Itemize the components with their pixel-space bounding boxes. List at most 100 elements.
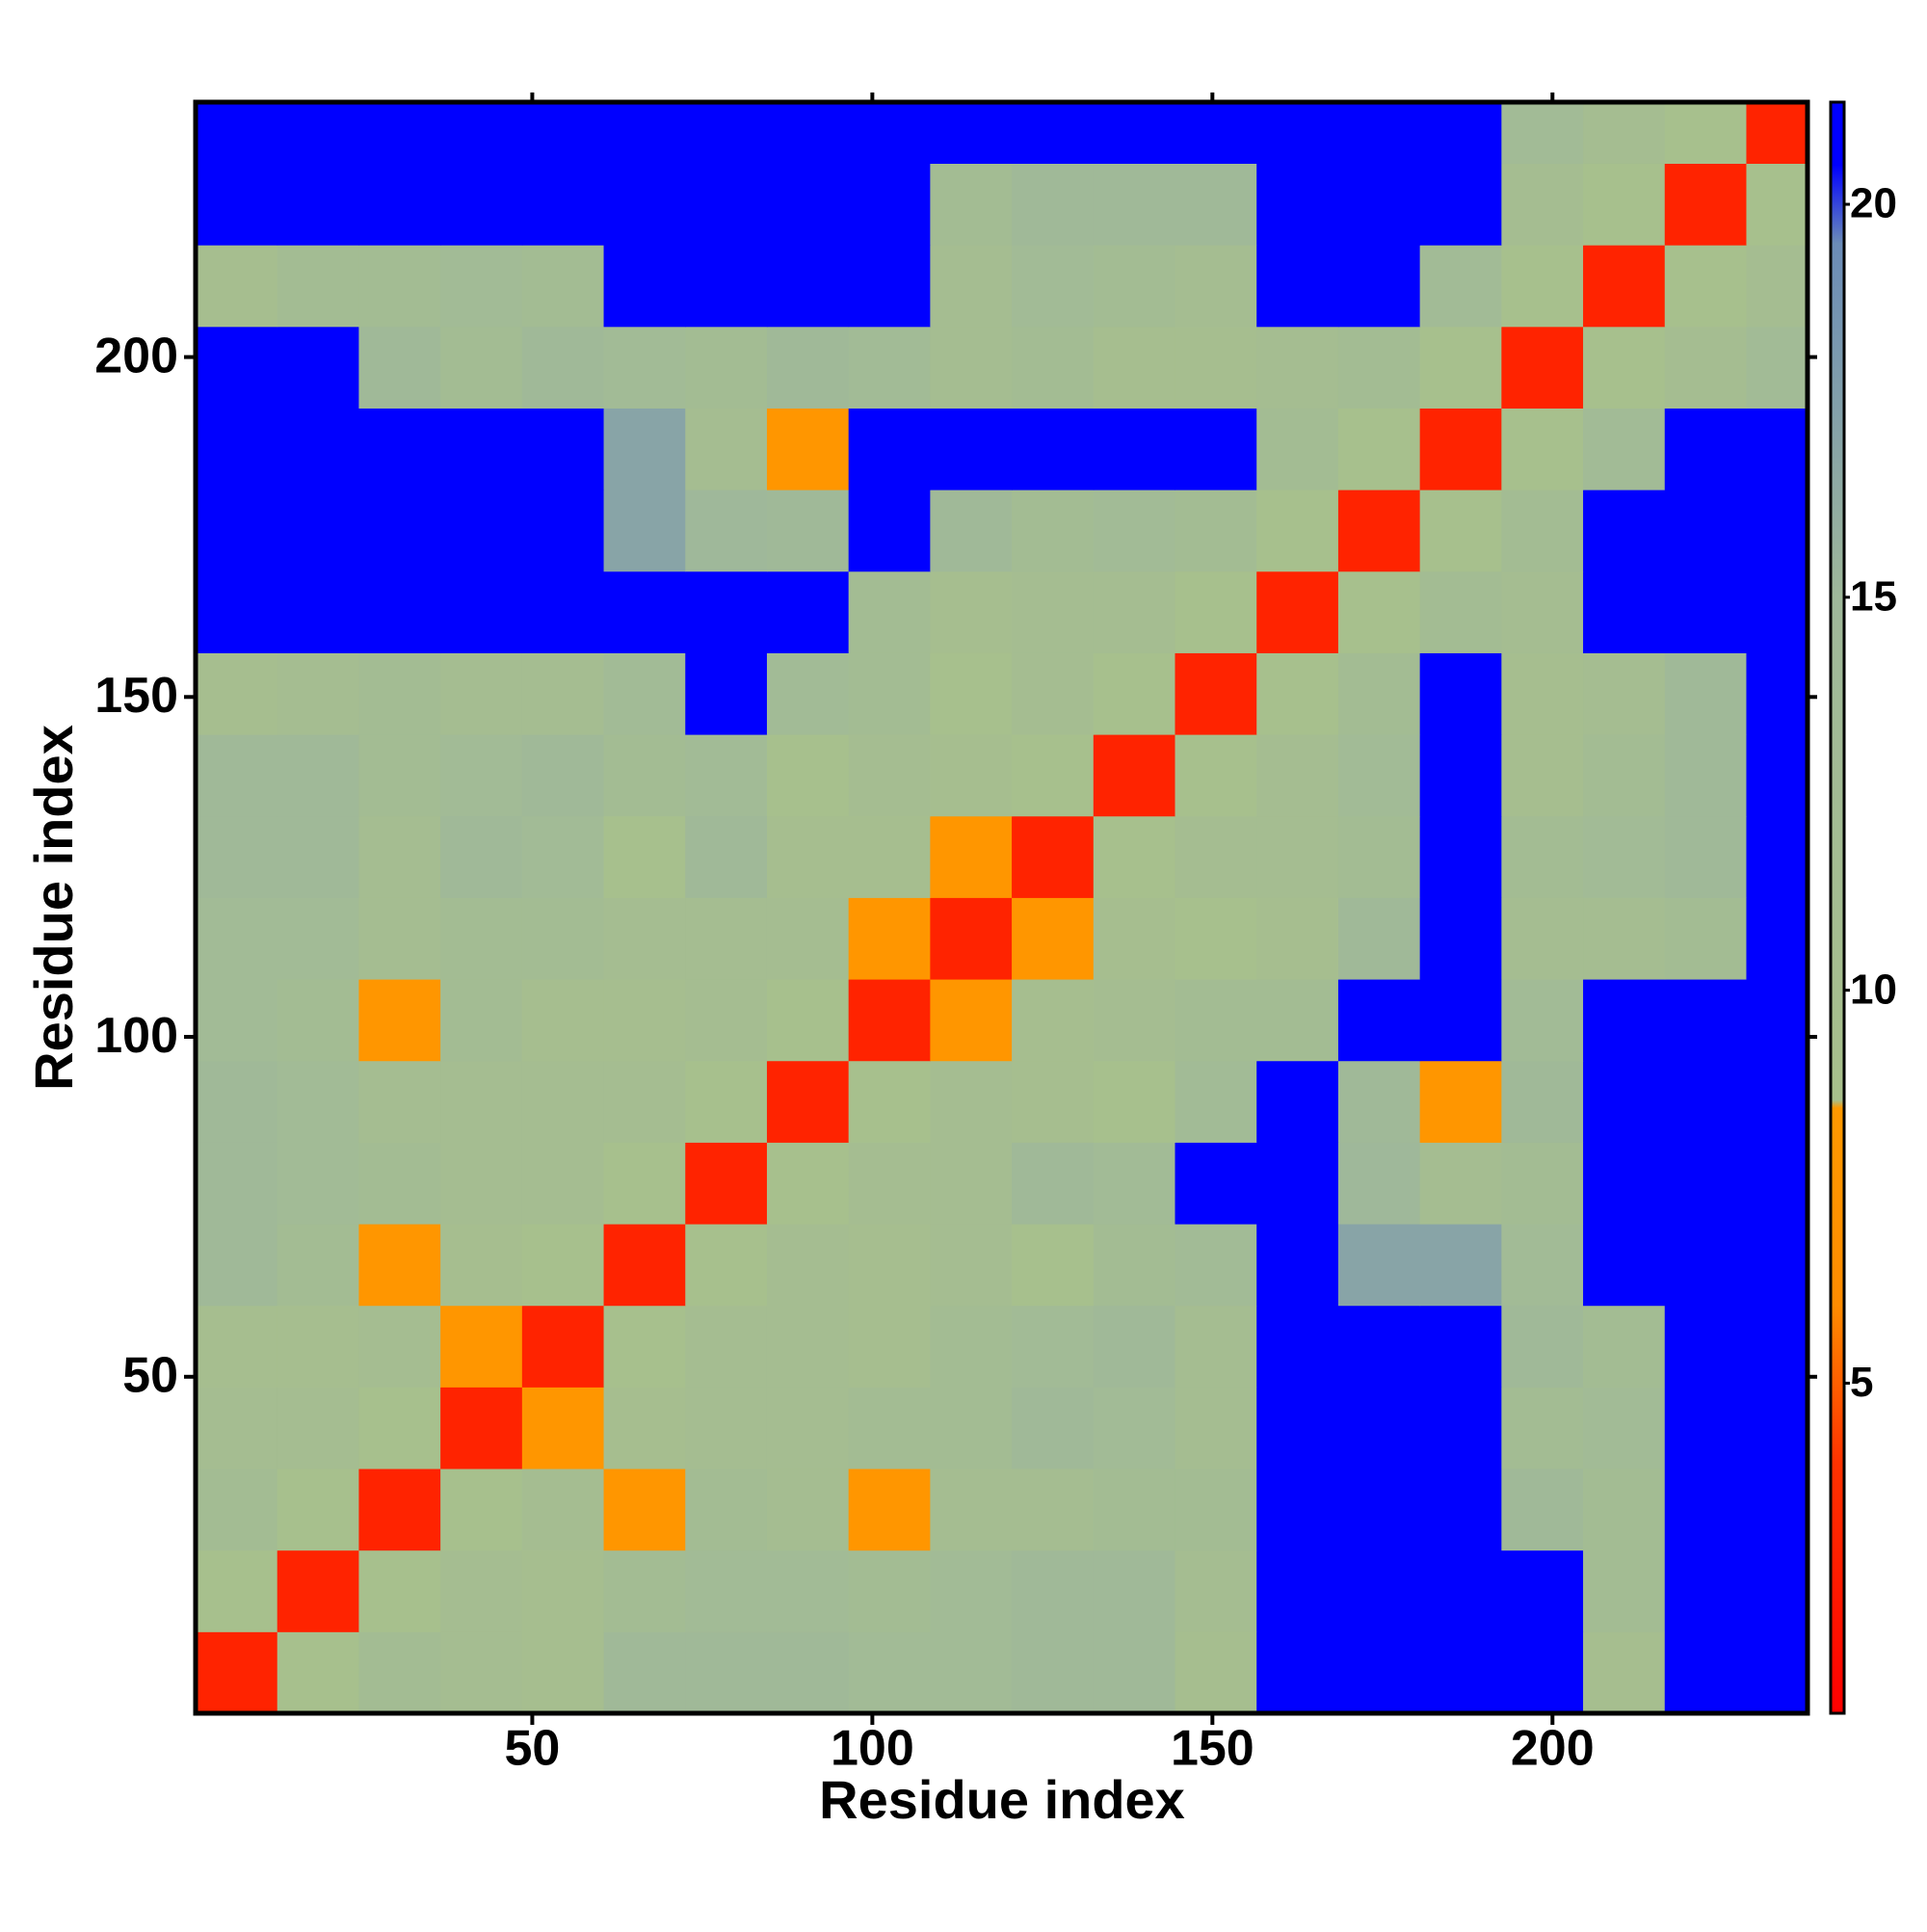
heatmap-cell xyxy=(603,1549,686,1632)
heatmap-cell xyxy=(277,163,359,246)
heatmap-cell xyxy=(930,1305,1013,1388)
heatmap-cell xyxy=(277,490,359,572)
heatmap-cell xyxy=(930,897,1013,980)
colorbar-tick-label: 15 xyxy=(1850,572,1897,620)
heatmap-cell xyxy=(685,815,768,898)
heatmap-cell xyxy=(685,490,768,572)
heatmap-cell xyxy=(521,570,605,653)
heatmap-cell xyxy=(1337,979,1421,1062)
heatmap-cell xyxy=(1175,1142,1257,1225)
heatmap-cell xyxy=(1501,326,1584,409)
heatmap-cell xyxy=(848,979,931,1062)
colorbar xyxy=(1829,100,1846,1715)
heatmap-cell xyxy=(358,163,441,246)
heatmap-cell xyxy=(1012,326,1095,409)
heatmap-cell xyxy=(685,102,768,164)
heatmap-cell xyxy=(1175,1305,1257,1388)
colorbar-tick-label: 20 xyxy=(1850,180,1897,227)
heatmap-cell xyxy=(1746,734,1808,817)
heatmap-cell xyxy=(766,102,850,164)
heatmap-cell xyxy=(440,326,523,409)
heatmap-cell xyxy=(1175,102,1257,164)
heatmap-cell xyxy=(440,734,523,817)
heatmap-cell xyxy=(766,815,850,898)
heatmap-cell xyxy=(1664,652,1747,735)
heatmap-cell xyxy=(1664,1142,1747,1225)
heatmap-cell xyxy=(930,652,1013,735)
heatmap-cell xyxy=(930,1142,1013,1225)
heatmap-cell xyxy=(1746,1060,1808,1143)
heatmap-cell xyxy=(1501,815,1584,898)
heatmap-cell xyxy=(603,1224,686,1307)
heatmap-cell xyxy=(196,815,278,898)
heatmap-cell xyxy=(685,1060,768,1143)
heatmap-cell xyxy=(1256,570,1339,653)
heatmap-cell xyxy=(1419,326,1502,409)
heatmap-cell xyxy=(848,1142,931,1225)
heatmap-cell xyxy=(1256,734,1339,817)
heatmap-cell xyxy=(930,979,1013,1062)
heatmap-cell xyxy=(1337,570,1421,653)
heatmap-cell xyxy=(196,1060,278,1143)
heatmap-cell xyxy=(1012,570,1095,653)
heatmap-cell xyxy=(1583,1224,1666,1307)
heatmap-cell xyxy=(196,1305,278,1388)
heatmap-cell xyxy=(1583,1631,1666,1714)
heatmap-cell xyxy=(603,1142,686,1225)
heatmap-cell xyxy=(1419,897,1502,980)
heatmap-cell xyxy=(603,102,686,164)
heatmap-cell xyxy=(1175,326,1257,409)
heatmap-cell xyxy=(766,326,850,409)
heatmap-cell xyxy=(196,979,278,1062)
heatmap-cell xyxy=(1664,245,1747,328)
heatmap-cell xyxy=(766,1305,850,1388)
heatmap-cell xyxy=(1664,570,1747,653)
heatmap-cell xyxy=(1419,490,1502,572)
heatmap-cell xyxy=(1337,102,1421,164)
heatmap-cell xyxy=(1583,1305,1666,1388)
heatmap-cell xyxy=(1256,652,1339,735)
heatmap-cell xyxy=(603,734,686,817)
heatmap-cell xyxy=(1419,570,1502,653)
heatmap-cell xyxy=(521,979,605,1062)
heatmap-cell xyxy=(358,1549,441,1632)
heatmap-cell xyxy=(1419,1469,1502,1551)
heatmap-cell xyxy=(1501,408,1584,490)
heatmap-cell xyxy=(1175,163,1257,246)
heatmap-cell xyxy=(603,897,686,980)
heatmap-cell xyxy=(1664,1631,1747,1714)
heatmap-cell xyxy=(766,1631,850,1714)
heatmap-cell xyxy=(1746,245,1808,328)
heatmap-cell xyxy=(1337,245,1421,328)
heatmap-cell xyxy=(685,163,768,246)
heatmap-cell xyxy=(440,1305,523,1388)
heatmap-cell xyxy=(440,1469,523,1551)
heatmap-cell xyxy=(1337,490,1421,572)
heatmap-cell xyxy=(1501,1469,1584,1551)
heatmap-cell xyxy=(930,1387,1013,1469)
heatmap-cell xyxy=(358,652,441,735)
heatmap-cell xyxy=(1501,1060,1584,1143)
heatmap-cell xyxy=(766,1060,850,1143)
heatmap-cell xyxy=(930,245,1013,328)
heatmap-cell xyxy=(930,1060,1013,1143)
heatmap-cell xyxy=(521,1305,605,1388)
heatmap-cell xyxy=(277,1549,359,1632)
heatmap-cell xyxy=(440,1387,523,1469)
heatmap-cell xyxy=(1746,1224,1808,1307)
heatmap-cell xyxy=(1419,734,1502,817)
heatmap-cell xyxy=(848,245,931,328)
heatmap-cell xyxy=(1419,815,1502,898)
heatmap-cell xyxy=(766,979,850,1062)
heatmap-cell xyxy=(1012,1305,1095,1388)
heatmap-cell xyxy=(196,734,278,817)
heatmap-cell xyxy=(277,1631,359,1714)
heatmap-cell xyxy=(521,1631,605,1714)
heatmap-cell xyxy=(1501,245,1584,328)
heatmap-cell xyxy=(1419,1305,1502,1388)
heatmap-cell xyxy=(1256,1060,1339,1143)
heatmap-cell xyxy=(1746,979,1808,1062)
heatmap-cell xyxy=(1501,1305,1584,1388)
heatmap-cell xyxy=(277,815,359,898)
heatmap-cell xyxy=(1175,490,1257,572)
